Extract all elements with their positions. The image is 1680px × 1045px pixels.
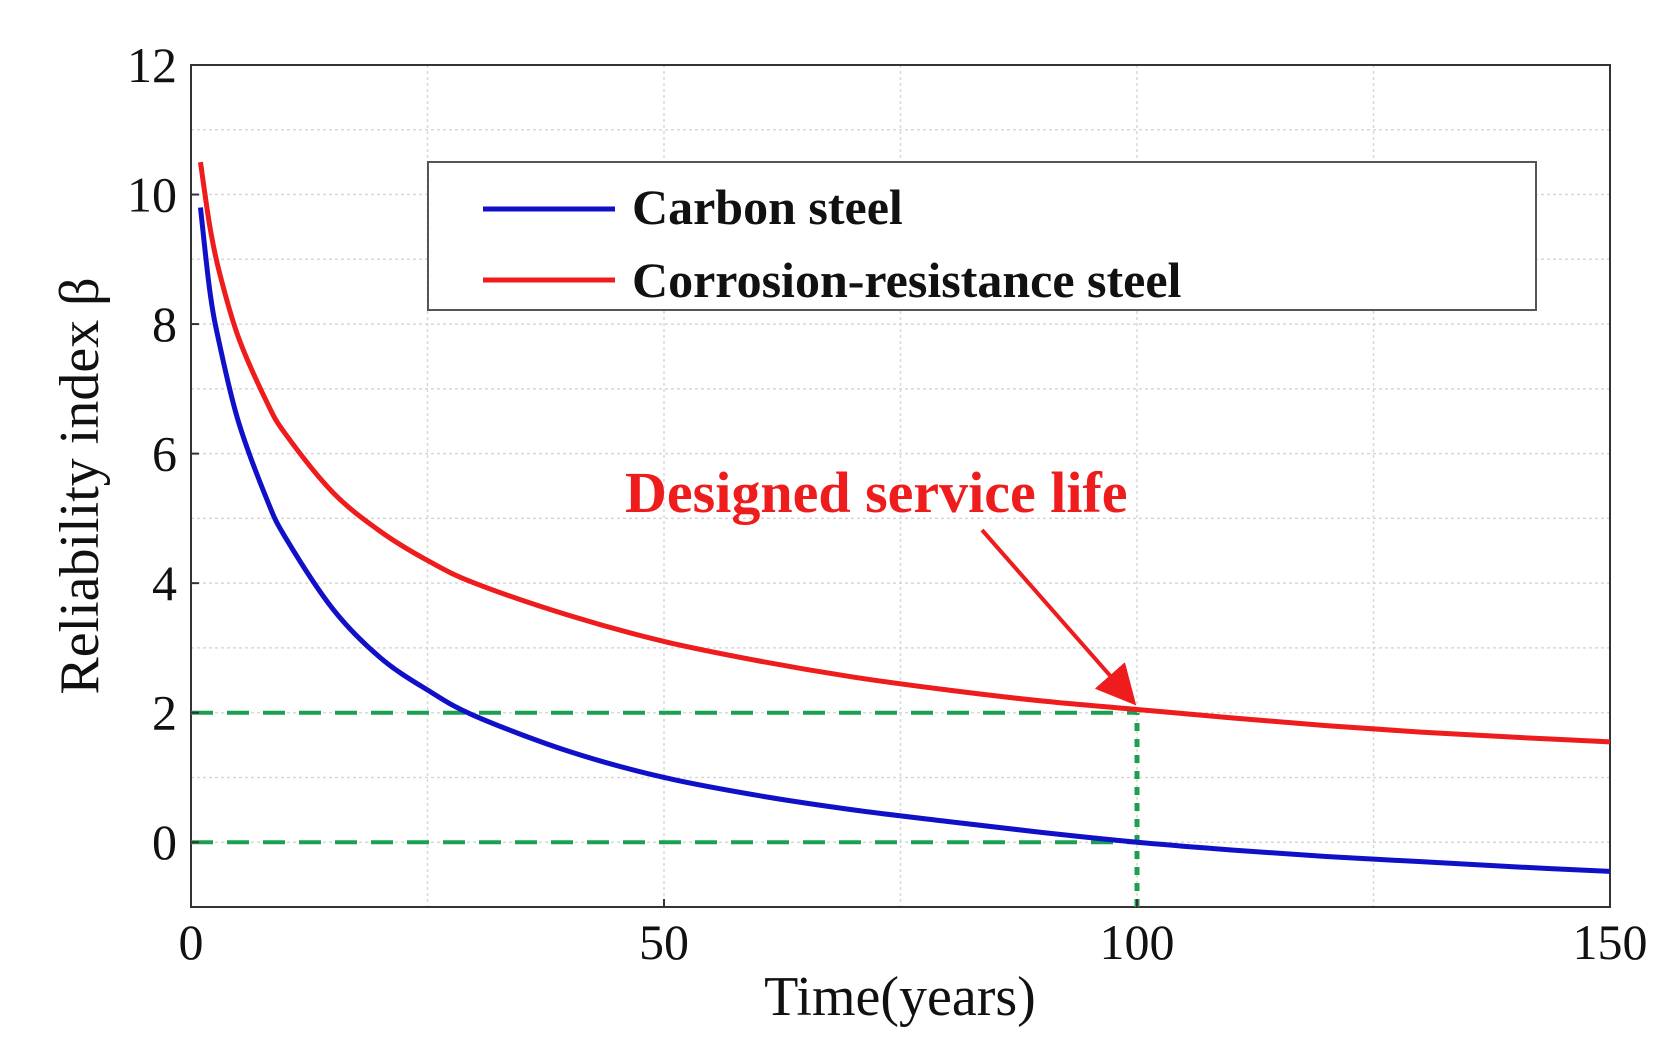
x-tick-label: 150 [1573,914,1648,970]
y-axis-title: Reliability index β [49,277,111,694]
annotation-arrow [980,528,1137,706]
y-tick-label: 6 [152,426,177,482]
x-tick-label: 100 [1100,914,1175,970]
plot-area-frame [190,64,1611,908]
y-tick-label: 0 [152,814,177,870]
y-tick-label: 8 [152,296,177,352]
y-tick-label: 12 [127,37,177,93]
series-lines [197,161,1610,874]
legend-label-carbon-steel: Carbon steel [632,179,903,235]
legend: Carbon steel Corrosion-resistance steel [427,161,1537,311]
y-ticks: 0 2 4 6 8 10 12 [127,37,199,870]
y-tick-label: 4 [152,555,177,611]
reference-lines [191,710,1140,907]
legend-label-corrosion-resistance-steel: Corrosion-resistance steel [632,252,1182,308]
y-tick-label: 2 [152,685,177,741]
series-line-carbon-steel [197,207,1610,874]
legend-box [427,161,1537,311]
x-ticks: 0 50 100 150 [179,899,1648,970]
x-tick-label: 0 [179,914,204,970]
annotation-designed-service-life: Designed service life [625,460,1128,525]
x-axis-title: Time(years) [764,966,1036,1028]
y-tick-label: 10 [127,167,177,223]
x-tick-label: 50 [639,914,689,970]
series-line-corrosion-resistance-steel [197,161,1610,745]
